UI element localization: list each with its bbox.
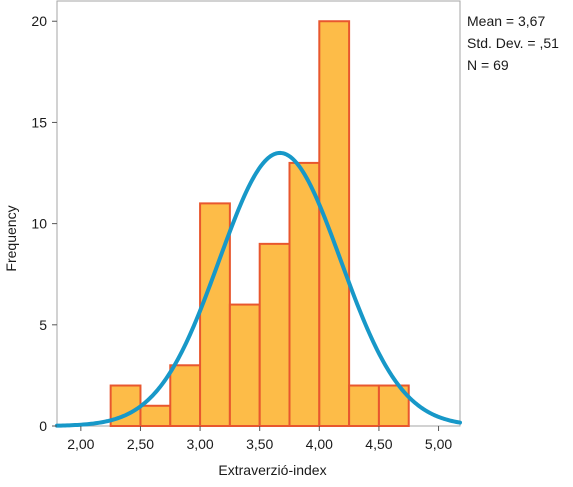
x-tick-label: 2,50 <box>127 436 154 452</box>
histogram-bar <box>348 384 380 427</box>
x-tick-label: 4,00 <box>306 436 333 452</box>
x-tick-label: 5,00 <box>425 436 452 452</box>
y-axis-title: Frequency <box>3 205 19 271</box>
x-tick-label: 4,50 <box>365 436 392 452</box>
histogram-bar <box>139 404 172 427</box>
histogram-bar <box>288 161 321 427</box>
x-tick-label: 3,50 <box>246 436 273 452</box>
y-tick-label: 15 <box>31 114 47 130</box>
stats-box: Mean = 3,67 Std. Dev. = ,51 N = 69 <box>467 10 559 76</box>
histogram-bar <box>318 20 351 427</box>
y-tick-label: 10 <box>31 216 47 232</box>
y-tick-label: 0 <box>39 418 47 434</box>
std-dev-label: Std. Dev. = ,51 <box>467 35 559 51</box>
y-tick-label: 20 <box>31 13 47 29</box>
n-label: N = 69 <box>467 57 509 73</box>
histogram-bar <box>258 242 291 427</box>
mean-label: Mean = 3,67 <box>467 13 546 29</box>
histogram-bar <box>169 364 202 427</box>
histogram-bar <box>377 384 410 427</box>
x-tick-label: 2,00 <box>67 436 94 452</box>
x-axis-title: Extraverzió-index <box>218 462 326 478</box>
histogram-bar <box>199 202 231 427</box>
x-tick-label: 3,00 <box>186 436 213 452</box>
histogram-bar <box>228 303 261 428</box>
y-tick-label: 5 <box>39 317 47 333</box>
normal-curve-line <box>55 150 462 428</box>
